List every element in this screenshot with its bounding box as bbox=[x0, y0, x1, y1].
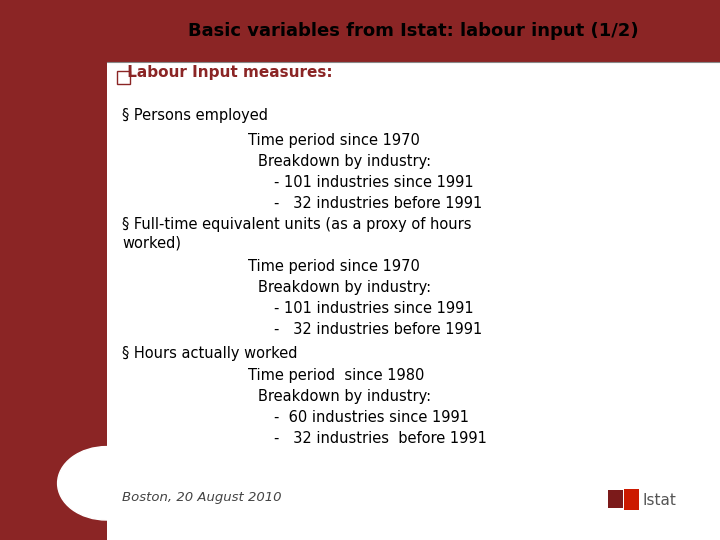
Text: Breakdown by industry:: Breakdown by industry: bbox=[258, 280, 431, 295]
Text: Time period since 1970: Time period since 1970 bbox=[248, 259, 420, 274]
Bar bbox=[117, 71, 130, 84]
Text: -   32 industries before 1991: - 32 industries before 1991 bbox=[274, 196, 482, 211]
Text: § Hours actually worked: § Hours actually worked bbox=[122, 346, 298, 361]
Text: -   32 industries before 1991: - 32 industries before 1991 bbox=[274, 322, 482, 338]
Text: Breakdown by industry:: Breakdown by industry: bbox=[258, 154, 431, 169]
Text: Time period since 1970: Time period since 1970 bbox=[248, 133, 420, 148]
Text: Time period  since 1980: Time period since 1980 bbox=[248, 368, 425, 383]
Text: Labour Input measures:: Labour Input measures: bbox=[122, 65, 333, 80]
Text: § Full-time equivalent units (as a proxy of hours
worked): § Full-time equivalent units (as a proxy… bbox=[122, 217, 472, 251]
Bar bbox=[608, 490, 623, 508]
Text: § Persons employed: § Persons employed bbox=[122, 108, 269, 123]
Circle shape bbox=[58, 447, 156, 520]
Bar bbox=[0, 0, 107, 540]
Text: - 101 industries since 1991: - 101 industries since 1991 bbox=[274, 301, 473, 316]
Text: -  60 industries since 1991: - 60 industries since 1991 bbox=[274, 410, 469, 426]
Text: -   32 industries  before 1991: - 32 industries before 1991 bbox=[274, 431, 487, 447]
Text: Basic variables from Istat: labour input (1/2): Basic variables from Istat: labour input… bbox=[188, 22, 639, 40]
Bar bbox=[624, 489, 639, 510]
Text: Breakdown by industry:: Breakdown by industry: bbox=[258, 389, 431, 404]
Text: - 101 industries since 1991: - 101 industries since 1991 bbox=[274, 175, 473, 190]
Text: Istat: Istat bbox=[643, 493, 677, 508]
Bar bbox=[0, 0, 720, 62]
Text: Boston, 20 August 2010: Boston, 20 August 2010 bbox=[122, 491, 282, 504]
